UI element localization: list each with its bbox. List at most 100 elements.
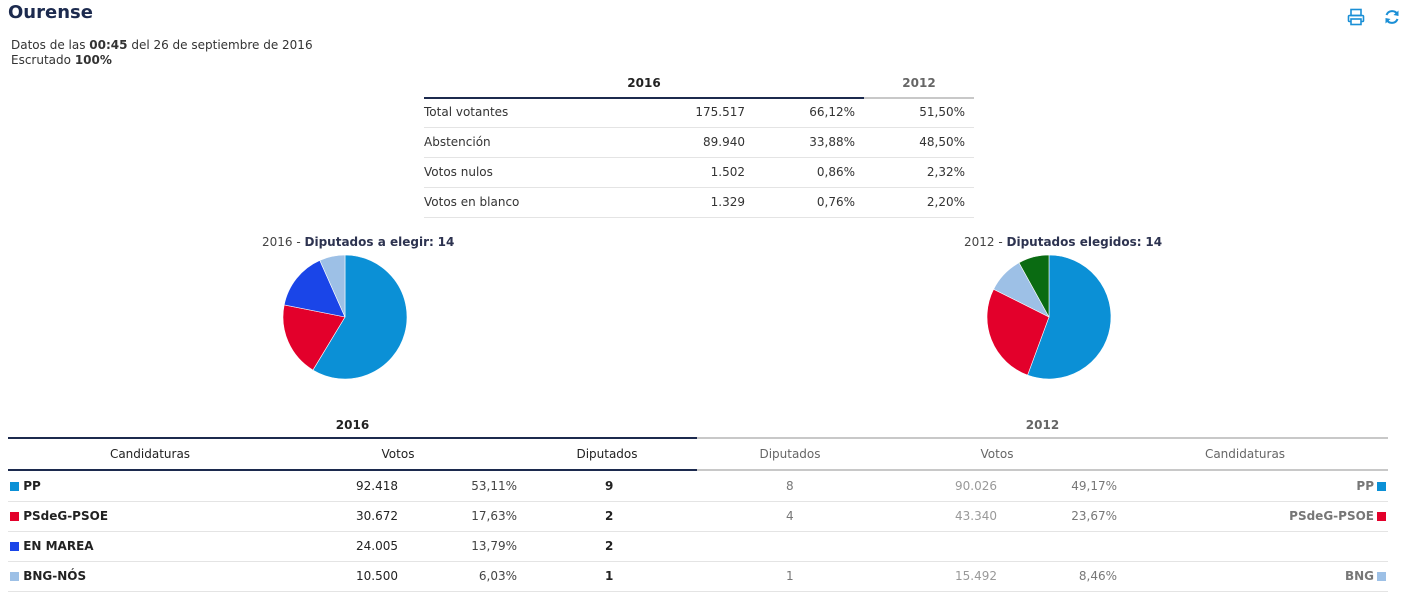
party-color-swatch-prev [1377, 572, 1386, 581]
party-votes-prev: 43.340 [955, 509, 997, 523]
scrutiny-line: Escrutado 100% [11, 53, 112, 67]
pie-slice-en-marea [283, 259, 346, 318]
col-candidaturas-prev: Candidaturas [1204, 447, 1286, 461]
col-candidaturas: Candidaturas [109, 447, 191, 461]
party-seats: 2 [605, 509, 614, 523]
table-row: PSdeG-PSOE 30.672 17,63% 2 4 43.340 23,6… [8, 501, 1388, 532]
summary-year-current: 2016 [424, 70, 864, 99]
party-name: PSdeG-PSOE [23, 509, 109, 523]
summary-pct-prev: 51,50% [919, 105, 965, 119]
party-prev-cell: PP [1356, 471, 1386, 501]
summary-label: Votos nulos [424, 165, 493, 179]
summary-row: Total votantes 175.517 66,12% 51,50% [424, 97, 974, 128]
update-time-line: Datos de las 00:45 del 26 de septiembre … [11, 38, 313, 52]
party-seats-prev: 4 [786, 509, 794, 523]
party-color-swatch [10, 572, 19, 581]
summary-label: Abstención [424, 135, 491, 149]
party-seats-prev: 1 [786, 569, 794, 583]
party-color-swatch-prev [1377, 482, 1386, 491]
party-color-swatch [10, 482, 19, 491]
table-row: EN MAREA 24.005 13,79% 2 [8, 531, 1388, 562]
pie-2016-count: 14 [437, 235, 455, 249]
update-time: 00:45 [89, 38, 128, 52]
pie-2016-chart [283, 254, 408, 380]
summary-label: Votos en blanco [424, 195, 520, 209]
col-diputados-prev: Diputados [759, 447, 821, 461]
pie-2012-chart [987, 254, 1112, 380]
summary-value: 175.517 [695, 105, 745, 119]
party-name: BNG-NÓS [23, 569, 87, 583]
summary-pct: 0,76% [816, 195, 855, 209]
party-name-prev: PSdeG-PSOE [1289, 509, 1374, 523]
results-header-current: Candidaturas Votos Diputados [8, 439, 697, 471]
party-votes: 30.672 [356, 509, 398, 523]
party-color-swatch [10, 542, 19, 551]
pie-slice-psdeg-psoe [283, 304, 346, 371]
pie-slice-pp [1027, 254, 1112, 380]
pie-slice-psdeg-psoe [987, 288, 1050, 376]
scrutiny-label: Escrutado [11, 53, 71, 67]
summary-pct: 66,12% [809, 105, 855, 119]
summary-pct-prev: 2,20% [926, 195, 965, 209]
party-seats: 9 [605, 479, 614, 493]
results-header-previous: Diputados Votos Candidaturas [697, 439, 1388, 471]
pie-2012-title: 2012 - Diputados elegidos: 14 [964, 235, 1163, 249]
update-suffix: del 26 de septiembre de 2016 [131, 38, 313, 52]
update-prefix: Datos de las [11, 38, 86, 52]
party-votes-prev: 90.026 [955, 479, 997, 493]
col-votos-prev: Votos [980, 447, 1014, 461]
party-pct: 53,11% [471, 479, 517, 493]
table-row: PP 92.418 53,11% 9 8 90.026 49,17% PP [8, 471, 1388, 502]
summary-label: Total votantes [424, 105, 509, 119]
pie-slice-pp [312, 254, 408, 380]
summary-pct-prev: 48,50% [919, 135, 965, 149]
summary-value: 89.940 [703, 135, 745, 149]
refresh-icon[interactable] [1383, 8, 1401, 26]
party-seats: 1 [605, 569, 614, 583]
party-cell: BNG-NÓS [10, 561, 86, 591]
party-pct: 6,03% [478, 569, 517, 583]
summary-value: 1.502 [710, 165, 745, 179]
col-diputados: Diputados [576, 447, 638, 461]
party-name-prev: BNG [1344, 569, 1374, 583]
summary-pct: 0,86% [816, 165, 855, 179]
party-seats-prev: 8 [786, 479, 794, 493]
col-votos: Votos [381, 447, 415, 461]
summary-pct-prev: 2,32% [926, 165, 965, 179]
pie-2012-year: 2012 [964, 235, 995, 249]
party-pct-prev: 8,46% [1078, 569, 1117, 583]
results-year-current: 2016 [8, 413, 697, 439]
party-votes: 92.418 [356, 479, 398, 493]
party-prev-cell: PSdeG-PSOE [1289, 501, 1386, 531]
party-name: EN MAREA [23, 539, 94, 553]
party-pct: 17,63% [471, 509, 517, 523]
party-pct: 13,79% [471, 539, 517, 553]
party-pct-prev: 49,17% [1071, 479, 1117, 493]
party-name-prev: PP [1356, 479, 1374, 493]
party-votes: 10.500 [356, 569, 398, 583]
table-row: BNG-NÓS 10.500 6,03% 1 1 15.492 8,46% BN… [8, 561, 1388, 592]
summary-row: Abstención 89.940 33,88% 48,50% [424, 127, 974, 158]
summary-year-previous: 2012 [864, 70, 974, 99]
pie-slice-otros [1018, 254, 1050, 318]
summary-value: 1.329 [710, 195, 745, 209]
page-title: Ourense [8, 2, 93, 23]
party-name: PP [23, 479, 41, 493]
party-color-swatch [10, 512, 19, 521]
party-seats: 2 [605, 539, 614, 553]
pie-2016-year: 2016 [262, 235, 293, 249]
summary-pct: 33,88% [809, 135, 855, 149]
party-cell: PP [10, 471, 41, 501]
party-prev-cell: BNG [1345, 561, 1386, 591]
party-cell: PSdeG-PSOE [10, 501, 108, 531]
results-year-previous: 2012 [697, 413, 1388, 439]
party-cell: EN MAREA [10, 531, 94, 561]
party-pct-prev: 23,67% [1071, 509, 1117, 523]
pie-2012-count: 14 [1145, 235, 1163, 249]
scrutiny-value: 100% [74, 53, 112, 67]
pie-2016-label: Diputados a elegir: [304, 235, 434, 249]
party-color-swatch-prev [1377, 512, 1386, 521]
print-icon[interactable] [1347, 8, 1365, 26]
summary-row: Votos en blanco 1.329 0,76% 2,20% [424, 187, 974, 218]
pie-2016-title: 2016 - Diputados a elegir: 14 [262, 235, 455, 249]
